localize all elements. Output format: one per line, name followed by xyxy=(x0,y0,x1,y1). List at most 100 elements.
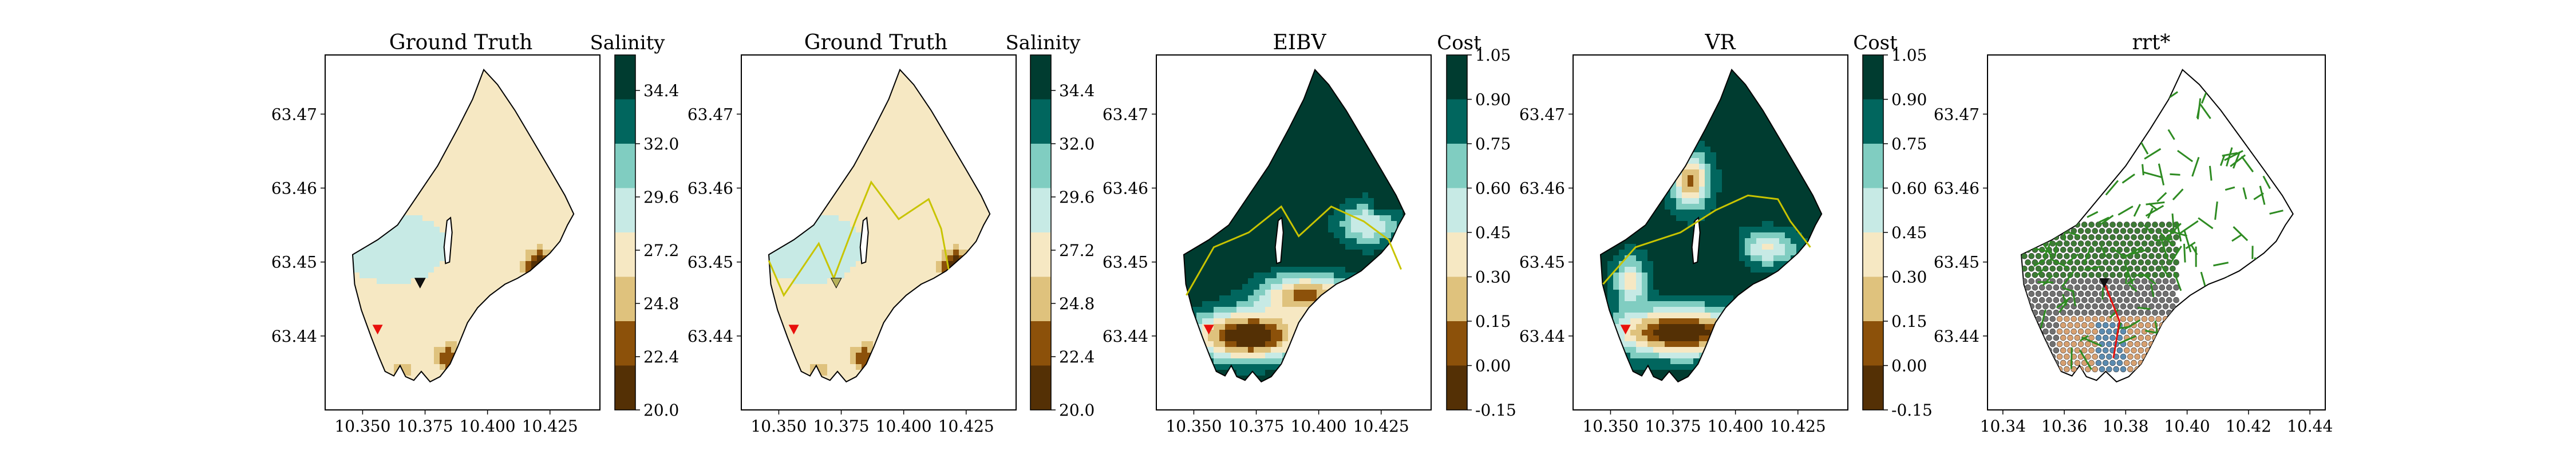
field-cell xyxy=(913,232,919,239)
field-cell xyxy=(907,261,914,267)
field-cell xyxy=(503,204,509,210)
field-cell xyxy=(827,358,833,365)
field-cell xyxy=(902,181,908,187)
field-cell xyxy=(445,318,452,325)
field-cell xyxy=(394,335,400,342)
field-cell xyxy=(844,267,851,273)
field-cell xyxy=(508,250,515,256)
field-cell xyxy=(890,301,896,307)
field-cell xyxy=(554,210,560,216)
field-cell xyxy=(394,250,400,256)
field-cell xyxy=(434,169,440,176)
field-cell xyxy=(856,313,862,319)
field-cell xyxy=(405,318,412,325)
field-cell xyxy=(804,284,811,290)
field-cell xyxy=(839,324,845,330)
field-cell xyxy=(445,164,452,170)
field-cell xyxy=(474,215,480,222)
field-cell xyxy=(457,141,463,147)
field-cell xyxy=(526,135,532,141)
field-cell xyxy=(514,158,520,164)
field-cell xyxy=(799,255,805,262)
field-cell xyxy=(799,341,805,348)
field-cell xyxy=(463,135,469,141)
field-cell xyxy=(793,267,799,273)
field-cell xyxy=(508,112,515,119)
field-cell xyxy=(422,341,429,348)
field-cell xyxy=(468,215,475,222)
field-cell xyxy=(497,129,503,136)
field-cell xyxy=(787,278,793,285)
field-cell xyxy=(873,335,879,342)
field-cell xyxy=(411,364,417,370)
field-cell xyxy=(919,187,925,193)
field-cell xyxy=(520,152,526,159)
field-cell xyxy=(400,324,406,330)
field-cell xyxy=(873,141,879,147)
field-cell xyxy=(474,232,480,239)
field-cell xyxy=(526,238,532,244)
field-cell xyxy=(451,301,457,307)
field-cell xyxy=(514,221,520,227)
field-cell xyxy=(480,169,486,176)
field-cell xyxy=(810,301,816,307)
field-cell xyxy=(919,255,925,262)
field-cell xyxy=(457,290,463,296)
field-cell xyxy=(428,232,434,239)
field-cell xyxy=(382,232,389,239)
field-cell xyxy=(821,232,828,239)
field-cell xyxy=(428,335,434,342)
field-cell xyxy=(480,78,486,84)
field-cell xyxy=(543,250,549,256)
current-location-marker xyxy=(414,278,426,289)
field-cell xyxy=(907,267,914,273)
field-cell xyxy=(428,215,434,222)
field-cell xyxy=(480,164,486,170)
field-cell xyxy=(428,278,434,285)
field-cell xyxy=(907,187,914,193)
field-cell xyxy=(474,192,480,199)
field-cell xyxy=(417,353,423,359)
field-cell xyxy=(359,301,366,307)
field-cell xyxy=(919,244,925,250)
field-cell xyxy=(428,181,434,187)
field-cell xyxy=(867,250,874,256)
field-cell xyxy=(474,101,480,107)
field-cell xyxy=(919,112,925,119)
field-cell xyxy=(428,238,434,244)
field-cell xyxy=(810,255,816,262)
field-cell xyxy=(382,341,389,348)
field-cell xyxy=(919,169,925,176)
field-cell xyxy=(816,250,822,256)
field-cell xyxy=(554,221,560,227)
field-cell xyxy=(902,158,908,164)
field-cell xyxy=(371,267,377,273)
field-cell xyxy=(850,364,856,370)
field-cell xyxy=(491,101,497,107)
field-cell xyxy=(491,147,497,153)
field-cell xyxy=(776,261,782,267)
field-cell xyxy=(896,295,902,302)
field-cell xyxy=(890,250,896,256)
island xyxy=(443,216,453,264)
field-cell xyxy=(514,227,520,233)
field-cell xyxy=(480,204,486,210)
field-cell xyxy=(833,364,839,370)
field-cell xyxy=(856,255,862,262)
field-cell xyxy=(405,267,412,273)
field-cell xyxy=(434,238,440,244)
field-cell xyxy=(434,307,440,313)
field-cell xyxy=(793,255,799,262)
field-cell xyxy=(799,358,805,365)
field-cell xyxy=(405,227,412,233)
field-cell xyxy=(514,181,520,187)
field-cell xyxy=(440,290,446,296)
field-cell xyxy=(919,129,925,136)
field-cell xyxy=(394,273,400,279)
field-cell xyxy=(434,301,440,307)
field-cell xyxy=(480,192,486,199)
field-cell xyxy=(867,152,874,159)
field-cell xyxy=(428,318,434,325)
field-cell xyxy=(445,261,452,267)
field-cell xyxy=(405,295,412,302)
